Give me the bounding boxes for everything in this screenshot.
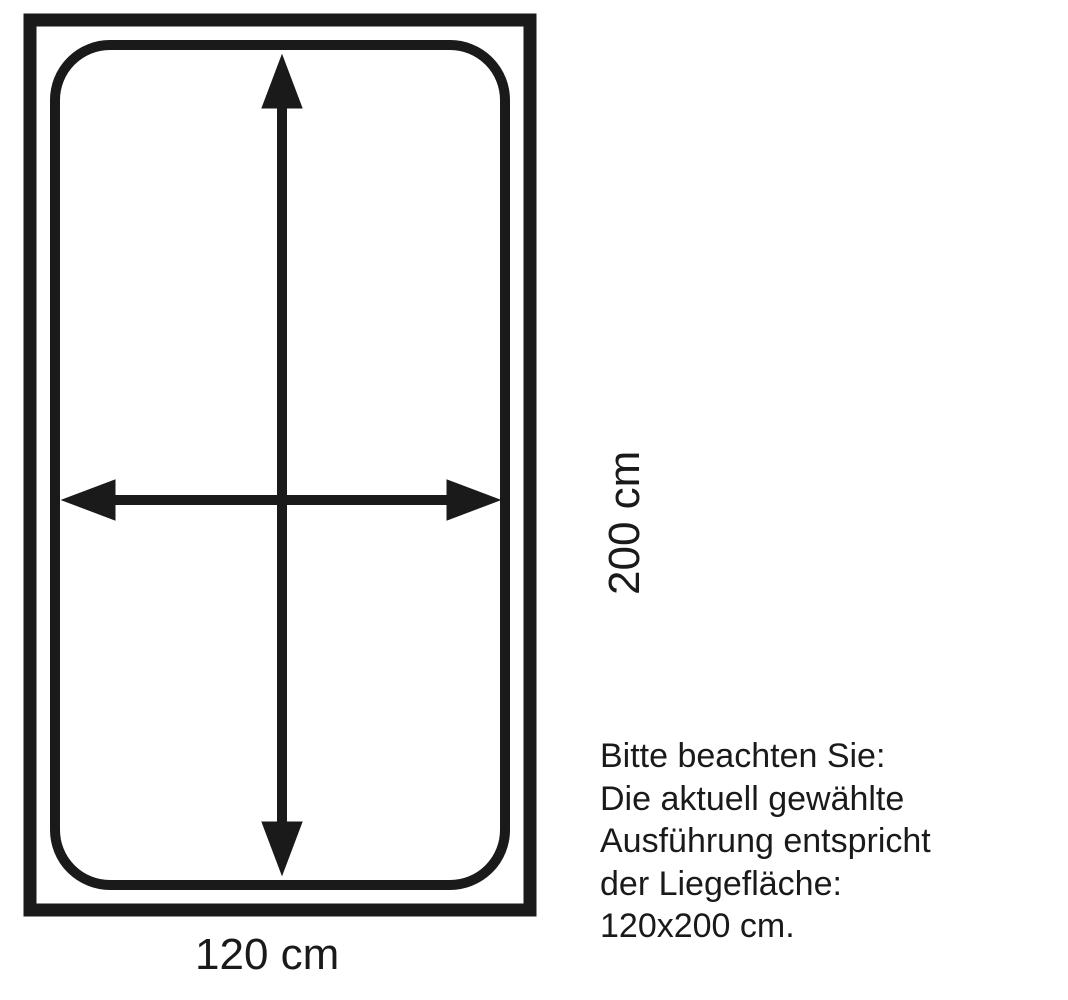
- note-line-4: der Liegefläche:: [600, 863, 1060, 906]
- height-label: 200 cm: [600, 451, 650, 595]
- note-line-2: Die aktuell gewählte: [600, 778, 1060, 821]
- dimension-diagram: 120 cm 200 cm Bitte beachten Sie: Die ak…: [0, 0, 1068, 1000]
- note-line-3: Ausführung entspricht: [600, 820, 1060, 863]
- vertical-dimension-arrow: [262, 55, 302, 875]
- width-label: 120 cm: [195, 930, 339, 980]
- note-block: Bitte beachten Sie: Die aktuell gewählte…: [600, 735, 1060, 948]
- note-line-1: Bitte beachten Sie:: [600, 735, 1060, 778]
- note-line-5: 120x200 cm.: [600, 905, 1060, 948]
